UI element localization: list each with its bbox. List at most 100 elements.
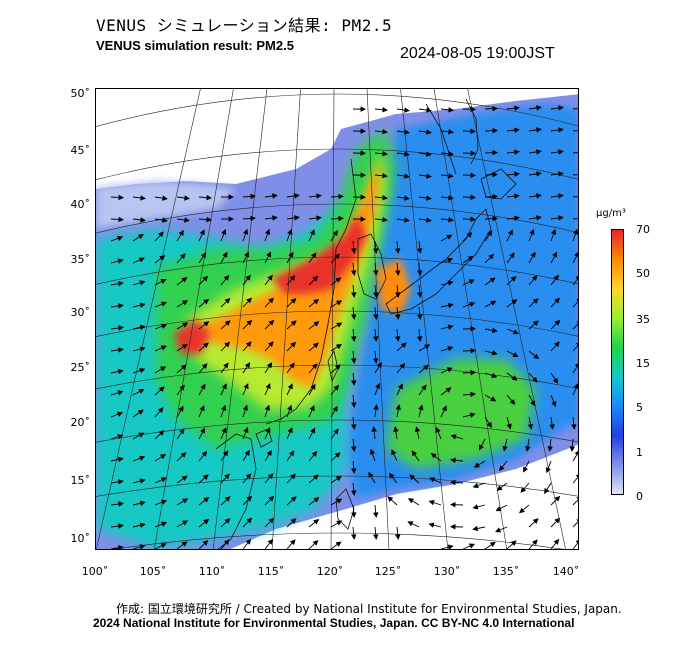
wind-arrowhead xyxy=(351,424,357,430)
wind-arrowhead xyxy=(289,539,296,546)
wind-arrowhead xyxy=(530,251,536,258)
wind-arrow xyxy=(397,548,398,549)
wind-arrowhead xyxy=(558,215,564,221)
wind-arrowhead xyxy=(536,193,542,199)
wind-arrowhead xyxy=(523,466,529,473)
wind-arrowhead xyxy=(391,449,397,456)
longitude-label: 105˚ xyxy=(139,565,167,578)
wind-arrow xyxy=(572,108,578,110)
wind-arrowhead xyxy=(525,446,531,452)
wind-arrowhead xyxy=(243,426,249,434)
wind-arrowhead xyxy=(488,253,495,260)
wind-arrowhead xyxy=(161,499,168,505)
wind-arrowhead xyxy=(404,151,410,157)
wind-arrow xyxy=(353,548,354,549)
wind-arrowhead xyxy=(310,383,316,390)
wind-arrowhead xyxy=(514,193,520,199)
longitude-line xyxy=(154,89,234,549)
latitude-line xyxy=(96,364,578,390)
wind-arrowhead xyxy=(382,217,388,223)
wind-arrowhead xyxy=(290,518,297,524)
wind-arrowhead xyxy=(490,300,497,306)
wind-arrowhead xyxy=(139,346,146,352)
wind-arrowhead xyxy=(161,323,168,329)
wind-arrowhead xyxy=(351,314,357,320)
wind-arrowhead xyxy=(180,452,187,458)
wind-arrowhead xyxy=(514,127,520,133)
wind-arrowhead xyxy=(511,299,518,305)
wind-arrowhead xyxy=(182,300,189,306)
wind-arrowhead xyxy=(338,215,344,222)
wind-arrowhead xyxy=(448,195,454,201)
wind-arrowhead xyxy=(316,193,322,199)
wind-arrowhead xyxy=(382,173,388,179)
wind-arrowhead xyxy=(351,446,357,452)
wind-arrowhead xyxy=(531,376,538,383)
wind-arrowhead xyxy=(267,341,274,348)
wind-arrowhead xyxy=(426,195,432,201)
wind-arrowhead xyxy=(447,324,454,330)
wind-arrowhead xyxy=(417,292,423,298)
wind-arrowhead xyxy=(335,344,342,350)
wind-arrowhead xyxy=(551,400,557,408)
longitude-line xyxy=(96,89,201,549)
latitude-label: 25˚ xyxy=(70,361,91,374)
wind-arrowhead xyxy=(221,228,227,235)
wind-arrowhead xyxy=(311,252,317,259)
wind-arrow xyxy=(572,476,578,484)
wind-arrowhead xyxy=(268,297,274,304)
wind-arrowhead xyxy=(334,452,341,458)
wind-arrowhead xyxy=(202,342,209,349)
wind-arrowhead xyxy=(288,251,294,258)
wind-arrowhead xyxy=(423,364,429,371)
wind-arrowhead xyxy=(360,194,367,200)
wind-arrowhead xyxy=(289,362,295,369)
wind-arrowhead xyxy=(139,280,146,286)
wind-arrowhead xyxy=(536,215,542,221)
wind-arrowhead xyxy=(265,426,271,434)
wind-arrowhead xyxy=(382,129,388,135)
wind-arrowhead xyxy=(221,404,227,411)
wind-arrowhead xyxy=(117,281,124,287)
wind-arrowhead xyxy=(335,541,342,547)
longitude-label: 120˚ xyxy=(316,565,344,578)
wind-arrowhead xyxy=(336,322,343,328)
wind-arrowhead xyxy=(395,270,401,276)
wind-arrowhead xyxy=(466,232,473,238)
wind-arrowhead xyxy=(445,387,452,393)
wind-arrowhead xyxy=(333,384,339,391)
wind-arrowhead xyxy=(575,540,578,544)
wind-arrowhead xyxy=(246,495,253,502)
wind-arrowhead xyxy=(547,446,553,452)
wind-arrowhead xyxy=(290,496,297,502)
wind-arrowhead xyxy=(373,358,379,364)
wind-arrowhead xyxy=(351,358,357,364)
wind-arrowhead xyxy=(267,274,273,281)
wind-arrowhead xyxy=(397,383,403,390)
wind-arrowhead xyxy=(312,474,319,481)
wind-arrowhead xyxy=(246,297,252,304)
wind-arrowhead xyxy=(118,216,124,223)
wind-arrowhead xyxy=(417,270,423,276)
wind-vectors xyxy=(110,105,578,549)
wind-arrowhead xyxy=(551,228,557,235)
wind-arrowhead xyxy=(447,280,454,286)
wind-arrowhead xyxy=(351,468,357,474)
wind-arrowhead xyxy=(498,465,505,472)
wind-arrowhead xyxy=(118,501,124,507)
wind-arrowhead xyxy=(223,539,230,546)
wind-arrowhead xyxy=(334,253,340,260)
wind-arrowhead xyxy=(532,518,539,524)
wind-arrowhead xyxy=(448,173,454,179)
wind-arrow xyxy=(572,521,578,528)
wind-arrowhead xyxy=(184,195,190,201)
wind-arrowhead xyxy=(470,347,476,354)
wind-arrowhead xyxy=(417,314,423,320)
longitude-line xyxy=(271,89,301,549)
wind-arrowhead xyxy=(223,274,230,281)
wind-arrowhead xyxy=(514,149,520,155)
wind-arrowhead xyxy=(449,524,456,530)
wind-arrowhead xyxy=(138,432,145,438)
wind-arrowhead xyxy=(446,234,453,240)
latitude-line xyxy=(96,419,578,443)
